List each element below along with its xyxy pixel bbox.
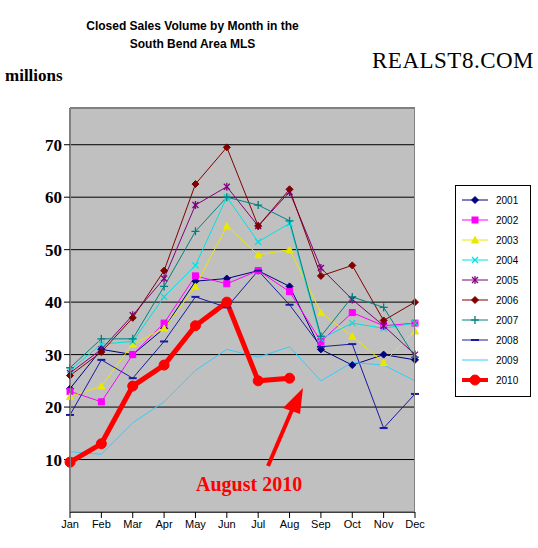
svg-text:40: 40 — [45, 293, 62, 312]
svg-text:Feb: Feb — [92, 518, 111, 530]
html-text:2007: 2007 — [496, 314, 519, 326]
svg-text:Jun: Jun — [218, 518, 236, 530]
svg-text:Aug: Aug — [280, 518, 300, 530]
html-text:2008: 2008 — [496, 334, 519, 346]
svg-text:70: 70 — [45, 136, 62, 155]
html-text:2004: 2004 — [496, 254, 519, 266]
svg-text:Mar: Mar — [123, 518, 142, 530]
html-text:2005: 2005 — [496, 274, 519, 286]
html-text:REALST8.COM: REALST8.COM — [372, 48, 534, 73]
svg-text:60: 60 — [45, 188, 62, 207]
html-text:2002: 2002 — [496, 214, 519, 226]
svg-text:Dec: Dec — [405, 518, 425, 530]
html-text:2006: 2006 — [496, 294, 519, 306]
svg-text:Nov: Nov — [374, 518, 394, 530]
svg-text:Jan: Jan — [61, 518, 79, 530]
html-text:millions: millions — [5, 66, 63, 85]
svg-text:50: 50 — [45, 241, 62, 260]
svg-text:30: 30 — [45, 346, 62, 365]
svg-text:Sep: Sep — [311, 518, 331, 530]
html-text:2009: 2009 — [496, 354, 519, 366]
svg-text:May: May — [185, 518, 206, 530]
svg-text:Oct: Oct — [344, 518, 361, 530]
svg-text:Jul: Jul — [251, 518, 265, 530]
html-text:August 2010: August 2010 — [196, 473, 303, 495]
svg-text:Apr: Apr — [156, 518, 173, 530]
html-text:Closed Sales Volume by Month i: Closed Sales Volume by Month in the Sout… — [86, 19, 299, 51]
html-text:2003: 2003 — [496, 234, 519, 246]
html-text:2001: 2001 — [496, 194, 519, 206]
html-text:2010: 2010 — [496, 374, 519, 386]
svg-text:20: 20 — [45, 398, 62, 417]
svg-text:10: 10 — [45, 451, 62, 470]
